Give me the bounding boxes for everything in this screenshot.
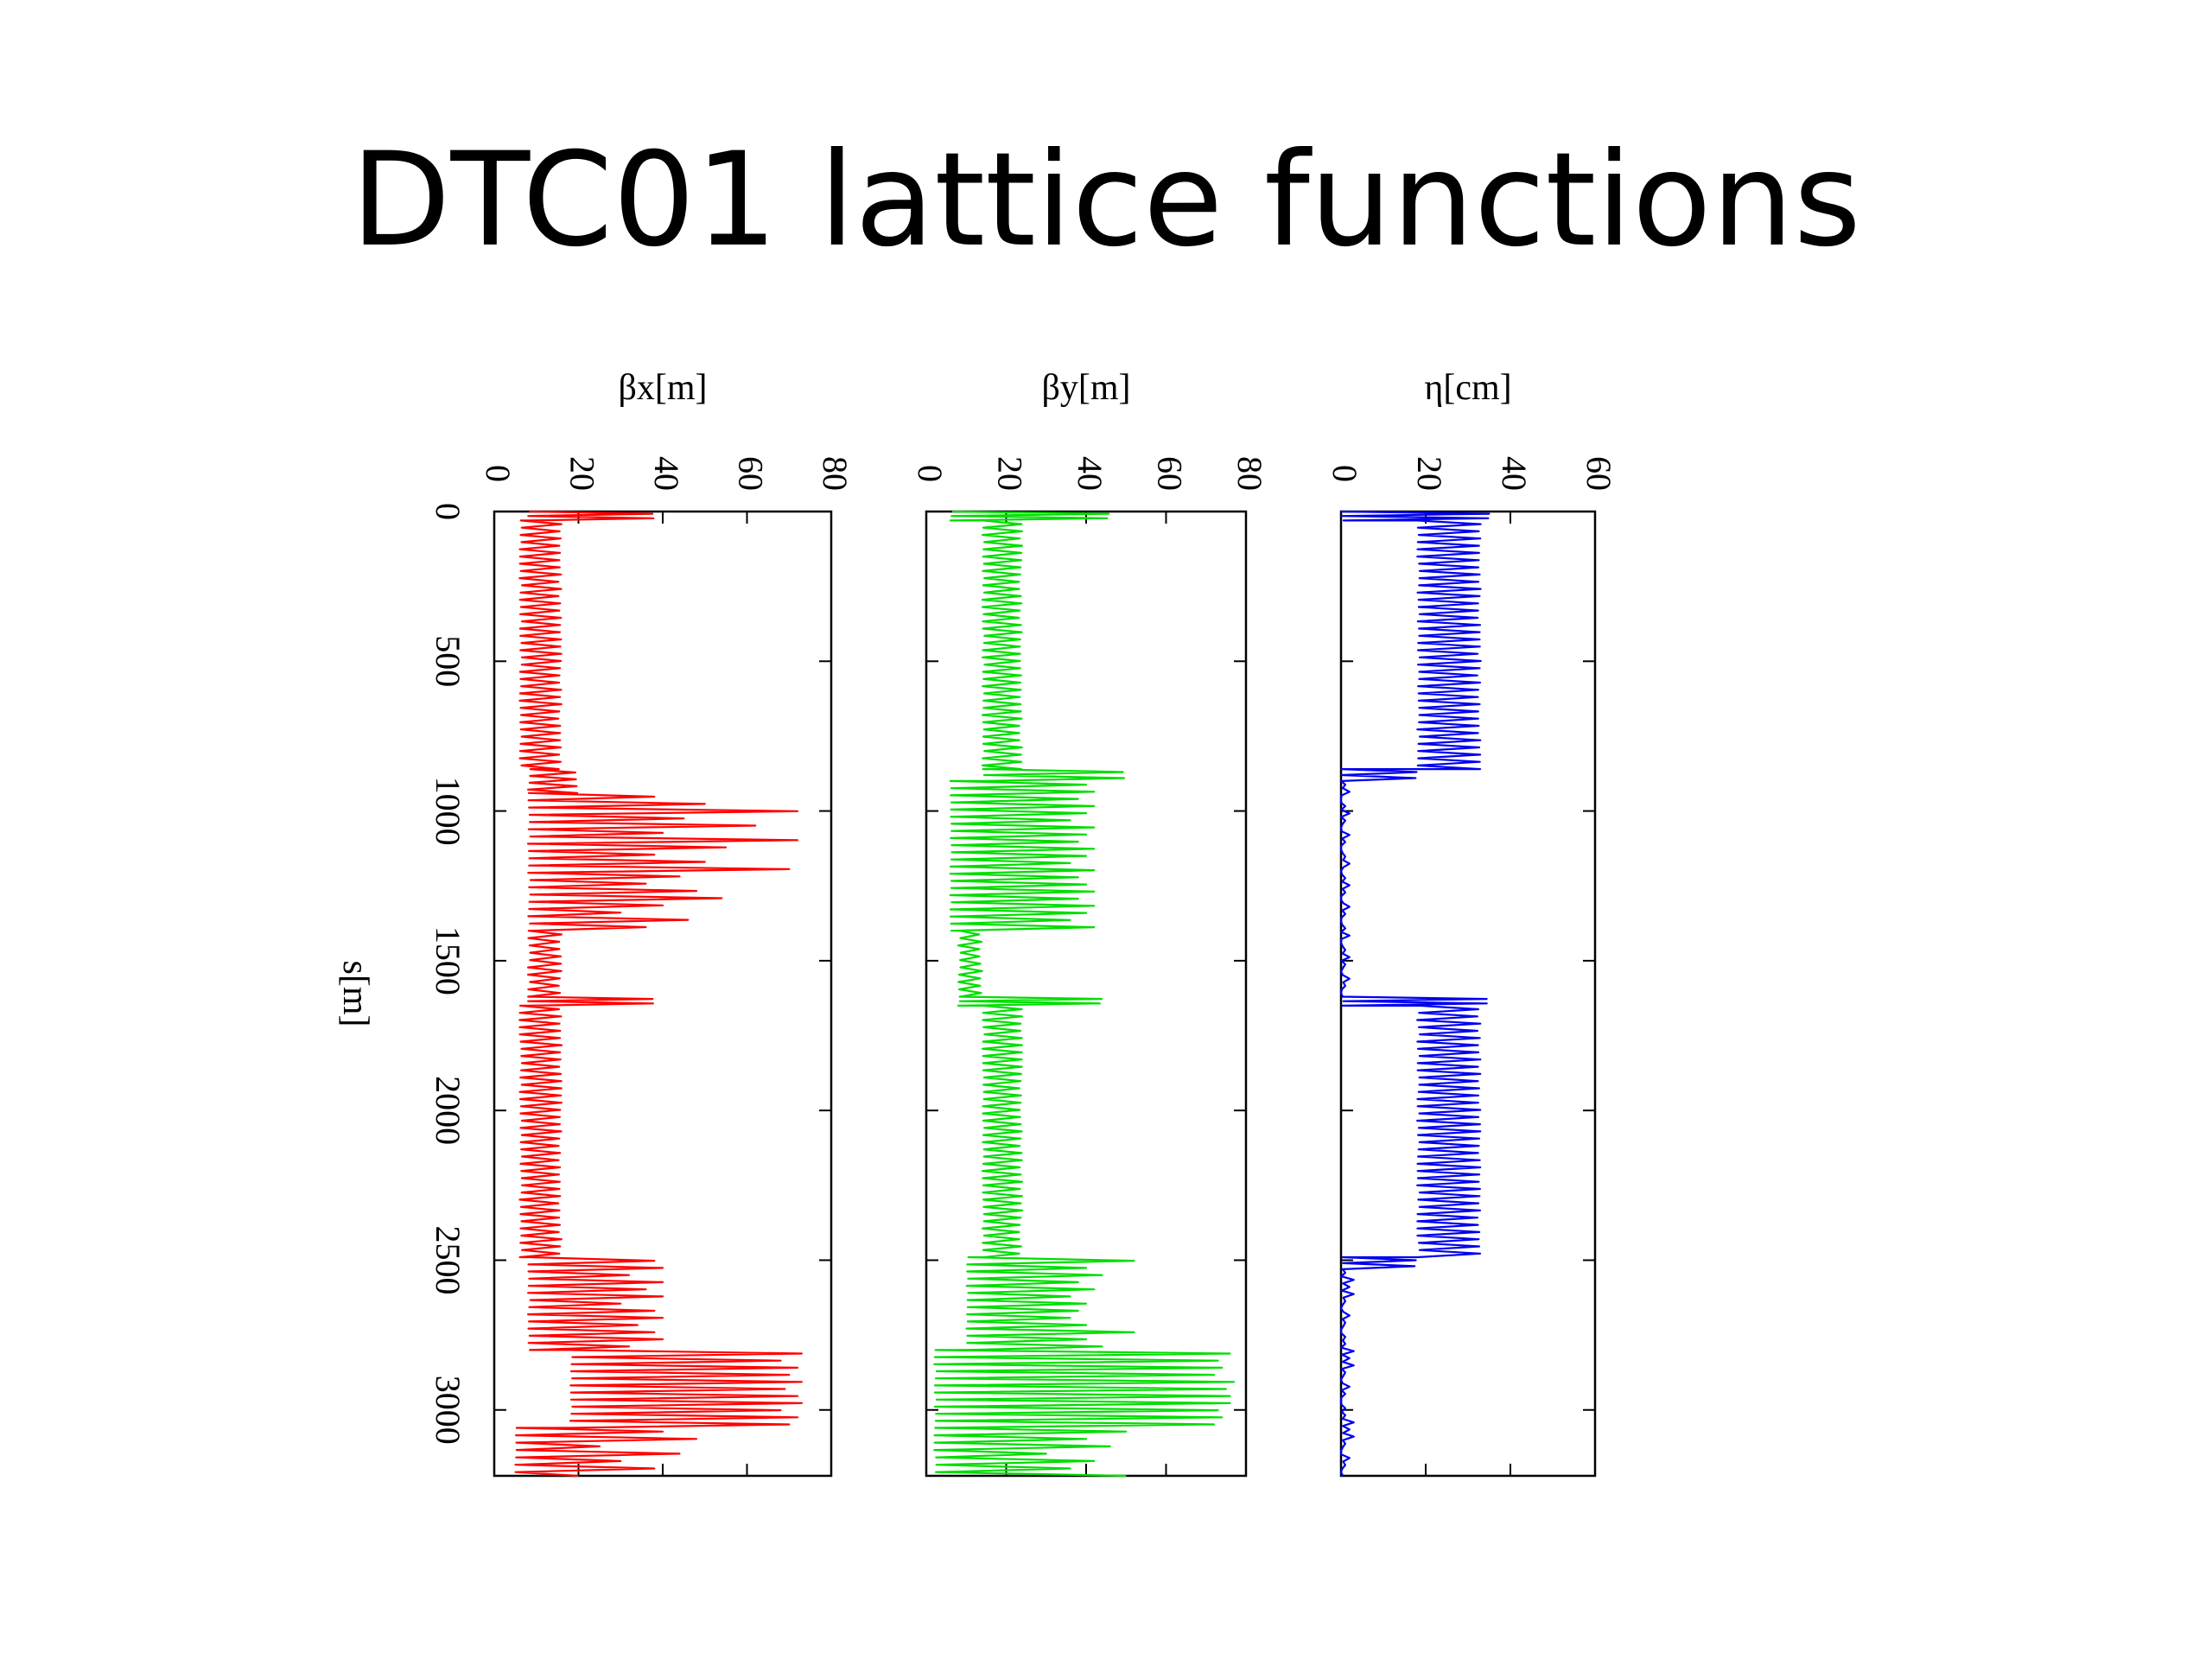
value-tick-label: 0 <box>1325 465 1364 482</box>
value-tick-label: 60 <box>731 456 770 491</box>
series-line <box>933 510 1236 1478</box>
value-tick-label: 40 <box>1495 456 1534 491</box>
value-tick-label: 20 <box>990 456 1029 491</box>
series-line <box>514 510 803 1478</box>
s-tick-label: 0 <box>429 503 467 520</box>
s-tick-label: 500 <box>429 635 467 687</box>
value-tick-label: 0 <box>911 465 950 482</box>
panel-label: βy[m] <box>1041 368 1130 408</box>
panel-frame <box>1339 510 1597 1478</box>
value-tick-label: 20 <box>563 456 601 491</box>
s-tick-label: 1000 <box>429 777 467 846</box>
value-tick-label: 40 <box>1071 456 1109 491</box>
value-tick-label: 60 <box>1150 456 1189 491</box>
value-tick-label: 20 <box>1410 456 1449 491</box>
s-tick-label: 1500 <box>429 926 467 995</box>
s-tick-label: 2000 <box>429 1076 467 1145</box>
s-axis-label: s[m] <box>335 961 375 1027</box>
panel-label: η[cm] <box>1424 368 1511 408</box>
panel-label: βx[m] <box>618 368 707 408</box>
s-tick-label: 2500 <box>429 1225 467 1294</box>
value-tick-label: 80 <box>816 456 855 491</box>
series-line <box>1339 510 1491 1477</box>
value-tick-label: 60 <box>1580 456 1618 491</box>
value-tick-label: 0 <box>479 465 518 482</box>
s-tick-label: 3000 <box>429 1376 467 1445</box>
value-tick-label: 80 <box>1230 456 1269 491</box>
value-tick-label: 40 <box>647 456 686 491</box>
slide-title: DTC01 lattice functions <box>351 125 1861 276</box>
